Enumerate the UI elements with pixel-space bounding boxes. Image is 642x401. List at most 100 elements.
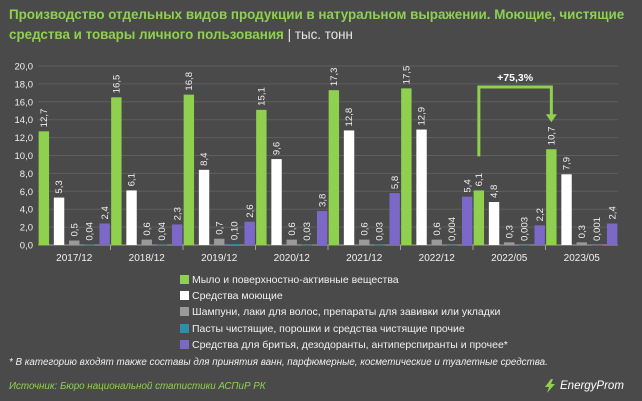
x-tick-label: 2022/05 — [491, 253, 528, 264]
y-tick-label: 4,0 — [20, 205, 33, 216]
data-label: 5,3 — [54, 180, 65, 193]
data-label: 0,3 — [577, 225, 588, 238]
bar — [504, 242, 515, 245]
legend-swatch — [180, 291, 189, 301]
data-label: 0,6 — [287, 222, 298, 235]
bar — [183, 94, 195, 245]
bar — [229, 244, 240, 245]
bar — [156, 244, 168, 246]
bar — [214, 238, 225, 245]
bar — [389, 193, 400, 245]
x-tick-label: 2020/12 — [274, 253, 311, 264]
y-tick-label: 6,0 — [20, 187, 33, 198]
data-label: 0,03 — [375, 222, 386, 241]
bar — [606, 223, 618, 245]
bar — [374, 244, 385, 246]
bar — [53, 197, 65, 245]
bar — [534, 225, 545, 245]
bar — [343, 130, 355, 245]
data-label: 12,7 — [39, 109, 50, 128]
legend-swatch — [180, 323, 189, 333]
x-tick-label: 2018/12 — [129, 253, 166, 264]
bar — [171, 224, 183, 245]
bar — [84, 244, 95, 246]
data-label: 17,3 — [329, 67, 340, 86]
bar — [546, 149, 557, 245]
bar — [141, 239, 152, 245]
bar — [271, 159, 282, 245]
title-separator: | — [287, 27, 292, 42]
bar — [69, 240, 80, 245]
legend-swatch — [180, 307, 189, 317]
x-tick-label: 2022/12 — [419, 253, 456, 264]
data-label: 17,5 — [402, 66, 413, 85]
data-label: 0,10 — [230, 221, 241, 240]
bar — [431, 239, 442, 245]
bar — [591, 244, 603, 246]
bar — [473, 190, 485, 245]
bar — [416, 129, 427, 245]
bar — [488, 202, 500, 245]
data-label: 8,4 — [199, 152, 210, 166]
data-label: 2,2 — [535, 208, 546, 221]
bar — [256, 109, 267, 245]
data-label: 2,6 — [245, 204, 256, 217]
footnote: * В категорию входят также составы для п… — [9, 357, 548, 368]
bar — [576, 242, 587, 245]
x-tick-label: 2021/12 — [346, 253, 383, 264]
bar — [38, 131, 50, 245]
bar — [316, 210, 328, 245]
y-tick-label: 18,0 — [15, 79, 34, 90]
bar — [359, 239, 370, 245]
data-label: 0,6 — [432, 222, 443, 235]
energyprom-logo-icon — [545, 379, 555, 393]
y-tick-label: 20,0 — [15, 62, 34, 73]
x-tick-label: 2023/05 — [564, 253, 601, 264]
bar — [401, 88, 412, 245]
data-label: 0,04 — [85, 221, 96, 240]
data-label: 0,001 — [592, 217, 603, 241]
data-label: 10,7 — [547, 127, 558, 146]
data-label: 0,7 — [214, 221, 225, 234]
y-tick-label: 16,0 — [15, 97, 34, 108]
bar — [286, 239, 297, 245]
growth-annotation-arrowhead — [545, 114, 557, 123]
data-label: 0,003 — [520, 217, 531, 241]
growth-annotation-line — [477, 85, 553, 157]
bar — [519, 244, 530, 246]
data-label: 0,04 — [157, 221, 168, 240]
data-label: 9,6 — [272, 142, 283, 155]
data-label: 7,9 — [562, 157, 573, 170]
data-label: 6,1 — [474, 173, 485, 186]
data-label: 5,8 — [390, 176, 401, 189]
legend-label: Средства для бритья, дезодоранты, антипе… — [192, 338, 508, 351]
chart-title-main: Производство отдельных видов продукции в… — [9, 7, 625, 42]
data-label: 5,4 — [462, 179, 473, 193]
y-tick-label: 8,0 — [20, 169, 33, 180]
data-label: 2,3 — [172, 207, 183, 220]
bar — [99, 223, 110, 245]
x-tick-label: 2017/12 — [56, 253, 93, 264]
bar — [328, 90, 340, 245]
data-label: 0,6 — [359, 222, 370, 235]
growth-annotation-label: +75,3% — [497, 72, 534, 84]
bar — [111, 97, 122, 245]
bar — [198, 169, 210, 245]
x-tick-label: 2019/12 — [201, 253, 238, 264]
chart-unit: тыс. тонн — [294, 27, 353, 42]
data-label: 2,4 — [607, 206, 618, 220]
y-tick-label: 12,0 — [15, 133, 34, 144]
y-tick-label: 0,0 — [20, 241, 33, 252]
bar — [446, 244, 458, 246]
bar — [301, 244, 313, 246]
legend-label: Средства моющие — [192, 290, 283, 303]
data-label: 0,03 — [302, 222, 313, 241]
logo-text: EnergyProm — [560, 380, 624, 392]
data-label: 0,3 — [504, 225, 515, 238]
chart-title: Производство отдельных видов продукции в… — [9, 5, 629, 45]
y-tick-label: 14,0 — [15, 115, 34, 126]
data-label: 2,4 — [100, 206, 111, 220]
bar — [244, 221, 255, 245]
data-label: 12,8 — [344, 108, 355, 127]
